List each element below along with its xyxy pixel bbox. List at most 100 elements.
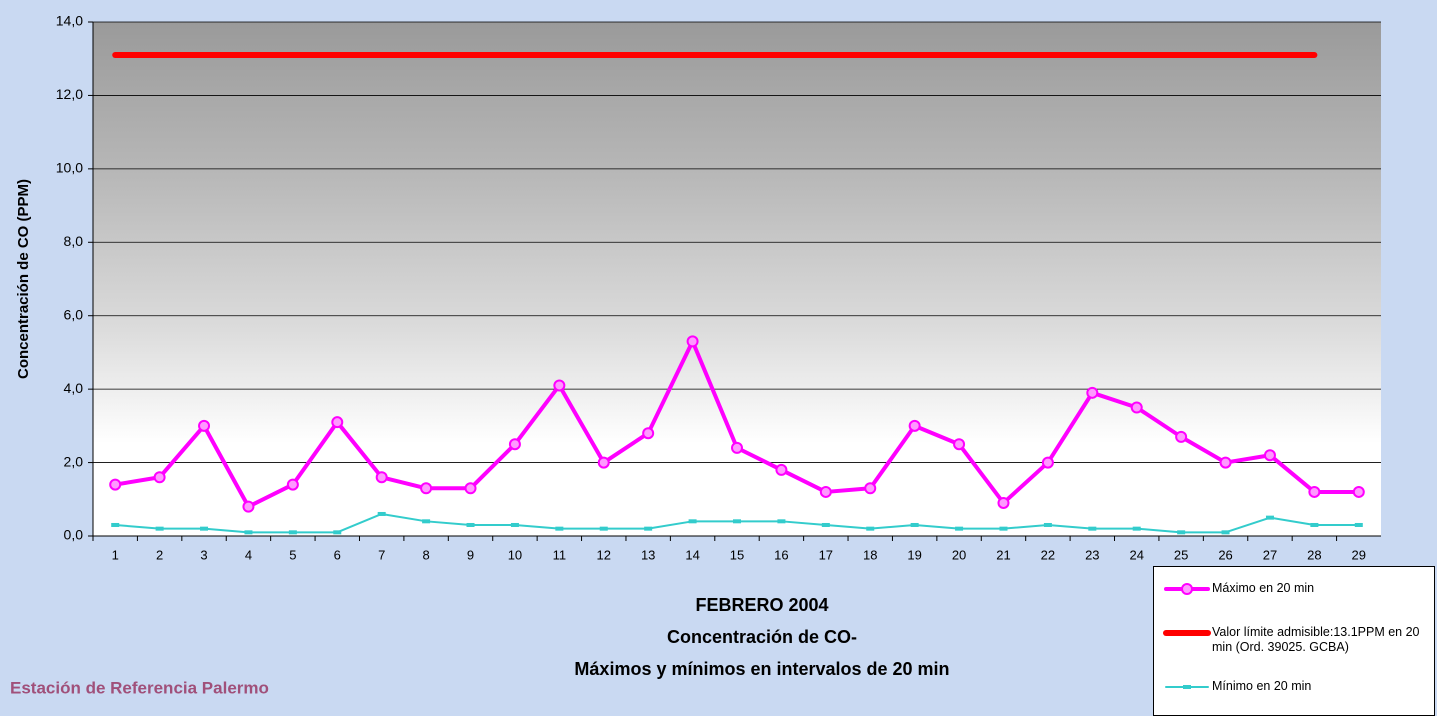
point	[599, 458, 609, 468]
y-axis-label: Concentración de CO (PPM)	[15, 179, 32, 379]
point	[244, 530, 252, 534]
legend-swatch	[1162, 679, 1212, 695]
point	[911, 523, 919, 527]
point	[111, 523, 119, 527]
x-tick-label: 26	[1218, 547, 1232, 562]
x-tick-label: 27	[1263, 547, 1277, 562]
y-tick-label: 2,0	[64, 453, 84, 469]
point	[1133, 527, 1141, 531]
point	[511, 523, 519, 527]
point	[289, 530, 297, 534]
point	[821, 487, 831, 497]
x-tick-label: 6	[334, 547, 341, 562]
point	[199, 421, 209, 431]
y-tick-label: 14,0	[56, 13, 83, 29]
x-tick-label: 17	[819, 547, 833, 562]
legend-label: Máximo en 20 min	[1212, 581, 1430, 596]
point	[467, 523, 475, 527]
x-tick-label: 28	[1307, 547, 1321, 562]
plot-area	[93, 22, 1381, 536]
point	[1265, 450, 1275, 460]
x-tick-label: 1	[112, 547, 119, 562]
point	[1177, 530, 1185, 534]
point	[1176, 432, 1186, 442]
point	[600, 527, 608, 531]
point	[1266, 516, 1274, 520]
x-tick-label: 9	[467, 547, 474, 562]
legend-swatch	[1162, 625, 1212, 641]
point	[200, 527, 208, 531]
chart-title: Concentración de CO-	[667, 627, 857, 647]
x-tick-label: 7	[378, 547, 385, 562]
y-tick-label: 10,0	[56, 160, 83, 176]
chart-title: FEBRERO 2004	[695, 595, 828, 615]
legend-label: Mínimo en 20 min	[1212, 679, 1430, 694]
point	[332, 417, 342, 427]
legend-swatch	[1162, 581, 1212, 597]
x-tick-label: 3	[200, 547, 207, 562]
x-tick-label: 29	[1352, 547, 1366, 562]
point	[910, 421, 920, 431]
point	[1132, 403, 1142, 413]
point	[644, 527, 652, 531]
point	[643, 428, 653, 438]
point	[865, 483, 875, 493]
x-tick-label: 16	[774, 547, 788, 562]
y-tick-label: 8,0	[64, 233, 84, 249]
point	[156, 527, 164, 531]
point	[822, 523, 830, 527]
point	[377, 472, 387, 482]
annotation: Estación de Referencia Palermo	[10, 678, 269, 697]
legend-marker	[1183, 685, 1191, 689]
point	[110, 480, 120, 490]
point	[999, 527, 1007, 531]
x-tick-label: 23	[1085, 547, 1099, 562]
y-tick-label: 0,0	[64, 527, 84, 543]
point	[732, 443, 742, 453]
legend-entry: Máximo en 20 min	[1162, 581, 1430, 597]
x-tick-label: 20	[952, 547, 966, 562]
point	[954, 439, 964, 449]
point	[866, 527, 874, 531]
x-tick-label: 22	[1041, 547, 1055, 562]
x-tick-label: 13	[641, 547, 655, 562]
x-tick-label: 25	[1174, 547, 1188, 562]
x-tick-label: 12	[597, 547, 611, 562]
point	[1355, 523, 1363, 527]
point	[466, 483, 476, 493]
x-tick-label: 24	[1129, 547, 1143, 562]
x-tick-label: 18	[863, 547, 877, 562]
x-tick-label: 21	[996, 547, 1010, 562]
point	[1043, 458, 1053, 468]
x-tick-label: 19	[907, 547, 921, 562]
legend-label: Valor límite admisible:13.1PPM en 20 min…	[1212, 625, 1430, 655]
point	[422, 519, 430, 523]
point	[288, 480, 298, 490]
x-tick-label: 8	[422, 547, 429, 562]
chart-title: Máximos y mínimos en intervalos de 20 mi…	[574, 659, 949, 679]
point	[1087, 388, 1097, 398]
point	[243, 502, 253, 512]
point	[955, 527, 963, 531]
point	[1221, 458, 1231, 468]
x-tick-label: 15	[730, 547, 744, 562]
legend-entry: Valor límite admisible:13.1PPM en 20 min…	[1162, 625, 1430, 655]
y-tick-label: 12,0	[56, 86, 83, 102]
legend-entry: Mínimo en 20 min	[1162, 679, 1430, 695]
legend-marker	[1182, 584, 1192, 594]
x-tick-label: 5	[289, 547, 296, 562]
x-tick-label: 4	[245, 547, 252, 562]
x-tick-label: 2	[156, 547, 163, 562]
x-tick-label: 10	[508, 547, 522, 562]
legend: Máximo en 20 min Valor límite admisible:1…	[1153, 566, 1435, 716]
point	[554, 380, 564, 390]
point	[688, 336, 698, 346]
point	[1310, 523, 1318, 527]
point	[1088, 527, 1096, 531]
point	[777, 519, 785, 523]
point	[333, 530, 341, 534]
x-tick-label: 14	[685, 547, 699, 562]
point	[1044, 523, 1052, 527]
y-tick-label: 6,0	[64, 306, 84, 322]
point	[421, 483, 431, 493]
